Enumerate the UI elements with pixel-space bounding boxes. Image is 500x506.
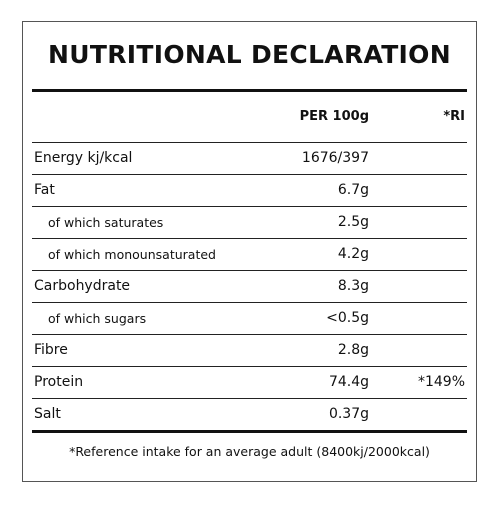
row-value: 0.37g xyxy=(328,406,369,422)
table-row: Protein 74.4g *149% xyxy=(32,367,467,399)
row-value: 74.4g xyxy=(328,374,369,390)
row-label: Fat xyxy=(34,182,55,198)
row-label: Energy kj/kcal xyxy=(34,150,133,166)
row-value: 6.7g xyxy=(337,182,369,198)
table-row: Carbohydrate 8.3g xyxy=(32,271,467,303)
table-row: of which monounsaturated 4.2g xyxy=(32,239,467,271)
table-header-row: PER 100g *RI xyxy=(32,94,467,143)
top-divider xyxy=(32,89,467,92)
table-row: of which saturates 2.5g xyxy=(32,207,467,239)
row-value: <0.5g xyxy=(326,310,369,326)
header-ri: *RI xyxy=(443,109,465,124)
nutrition-panel: NUTRITIONAL DECLARATION PER 100g *RI Ene… xyxy=(22,21,477,482)
row-label: of which saturates xyxy=(48,215,164,230)
header-per100g: PER 100g xyxy=(299,109,369,124)
reference-intake-footnote: *Reference intake for an average adult (… xyxy=(69,444,430,459)
row-value: 4.2g xyxy=(337,246,369,262)
row-ri: *149% xyxy=(417,374,465,390)
table-row: Fibre 2.8g xyxy=(32,335,467,367)
table-row: Fat 6.7g xyxy=(32,175,467,207)
row-value: 1676/397 xyxy=(301,150,369,166)
row-label: Protein xyxy=(34,374,84,390)
row-label: of which monounsaturated xyxy=(48,247,216,262)
row-value: 2.8g xyxy=(337,342,369,358)
table-row: Energy kj/kcal 1676/397 xyxy=(32,143,467,175)
row-label: of which sugars xyxy=(48,311,147,326)
nutrition-table: PER 100g *RI Energy kj/kcal 1676/397 Fat… xyxy=(32,94,467,431)
row-value: 2.5g xyxy=(337,214,369,230)
table-row: of which sugars <0.5g xyxy=(32,303,467,335)
table-row: Salt 0.37g xyxy=(32,399,467,431)
panel-title: NUTRITIONAL DECLARATION xyxy=(48,40,451,69)
row-value: 8.3g xyxy=(337,278,369,294)
bottom-divider xyxy=(32,430,467,433)
row-label: Fibre xyxy=(34,342,68,358)
row-label: Carbohydrate xyxy=(34,278,131,294)
row-label: Salt xyxy=(34,406,61,422)
